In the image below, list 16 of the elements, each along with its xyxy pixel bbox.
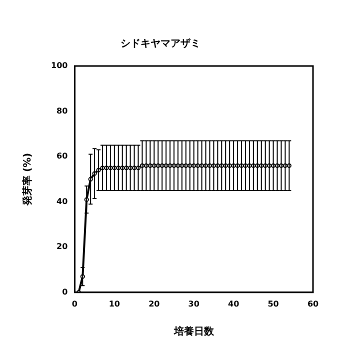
- chart-title: シドキヤマアザミ: [120, 38, 200, 50]
- x-tick-label: 60: [307, 299, 319, 308]
- x-tick-label: 50: [268, 299, 280, 308]
- y-tick-label: 80: [56, 106, 68, 116]
- x-tick-label: 20: [148, 299, 160, 308]
- y-tick-label: 100: [50, 61, 68, 70]
- y-axis-title: 発芽率 (%): [22, 152, 34, 207]
- x-axis-title: 培養日数: [172, 326, 215, 338]
- x-tick-label: 40: [228, 299, 240, 308]
- y-tick-label: 60: [56, 152, 68, 161]
- y-tick-label: 40: [56, 196, 68, 206]
- y-tick-label: 20: [56, 242, 68, 252]
- x-tick-label: 30: [188, 299, 200, 308]
- x-tick-label: 10: [108, 299, 120, 308]
- y-tick-label: 0: [62, 287, 68, 296]
- x-tick-label: 0: [72, 299, 78, 308]
